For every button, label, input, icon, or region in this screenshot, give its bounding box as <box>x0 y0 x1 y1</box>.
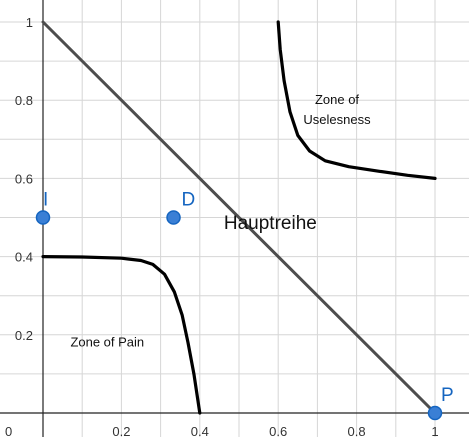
zone-of-uselessness-curve <box>276 20 437 180</box>
x-tick-label: 0.6 <box>269 424 287 437</box>
tick-labels: 0 0.2 0.4 0.6 0.8 1 0.2 0.4 0.6 0.8 1 <box>5 15 439 437</box>
data-point-p <box>427 405 443 421</box>
zone-of-pain-curve <box>41 255 202 415</box>
y-tick-label: 1 <box>26 15 33 30</box>
y-tick-label: 0.2 <box>15 328 33 343</box>
y-tick-label: 0.8 <box>15 93 33 108</box>
data-point-i <box>35 210 51 225</box>
data-point-label-p: P <box>441 385 454 406</box>
x-tick-label: 0.4 <box>191 424 209 437</box>
main-sequence-label: Hauptreihe <box>224 213 317 234</box>
y-tick-label: 0.6 <box>15 171 33 186</box>
x-tick-label: 0.8 <box>348 424 366 437</box>
data-point-label-d: D <box>182 190 196 211</box>
x-tick-label: 1 <box>431 424 438 437</box>
data-point-d <box>166 210 181 225</box>
zone-of-pain-label: Zone of Pain <box>70 335 144 350</box>
y-tick-label: 0.4 <box>15 250 33 265</box>
zone-of-uselessness-label: Zone of Uselesness <box>303 92 371 127</box>
annotations: Hauptreihe Zone of Pain Zone of Uselesness <box>70 92 371 349</box>
x-tick-label: 0.2 <box>112 424 130 437</box>
x-tick-label: 0 <box>5 424 12 437</box>
lines <box>41 20 437 415</box>
data-point-label-i: I <box>43 190 48 211</box>
data-points: I D P <box>35 190 454 421</box>
main-sequence-line <box>41 20 437 415</box>
